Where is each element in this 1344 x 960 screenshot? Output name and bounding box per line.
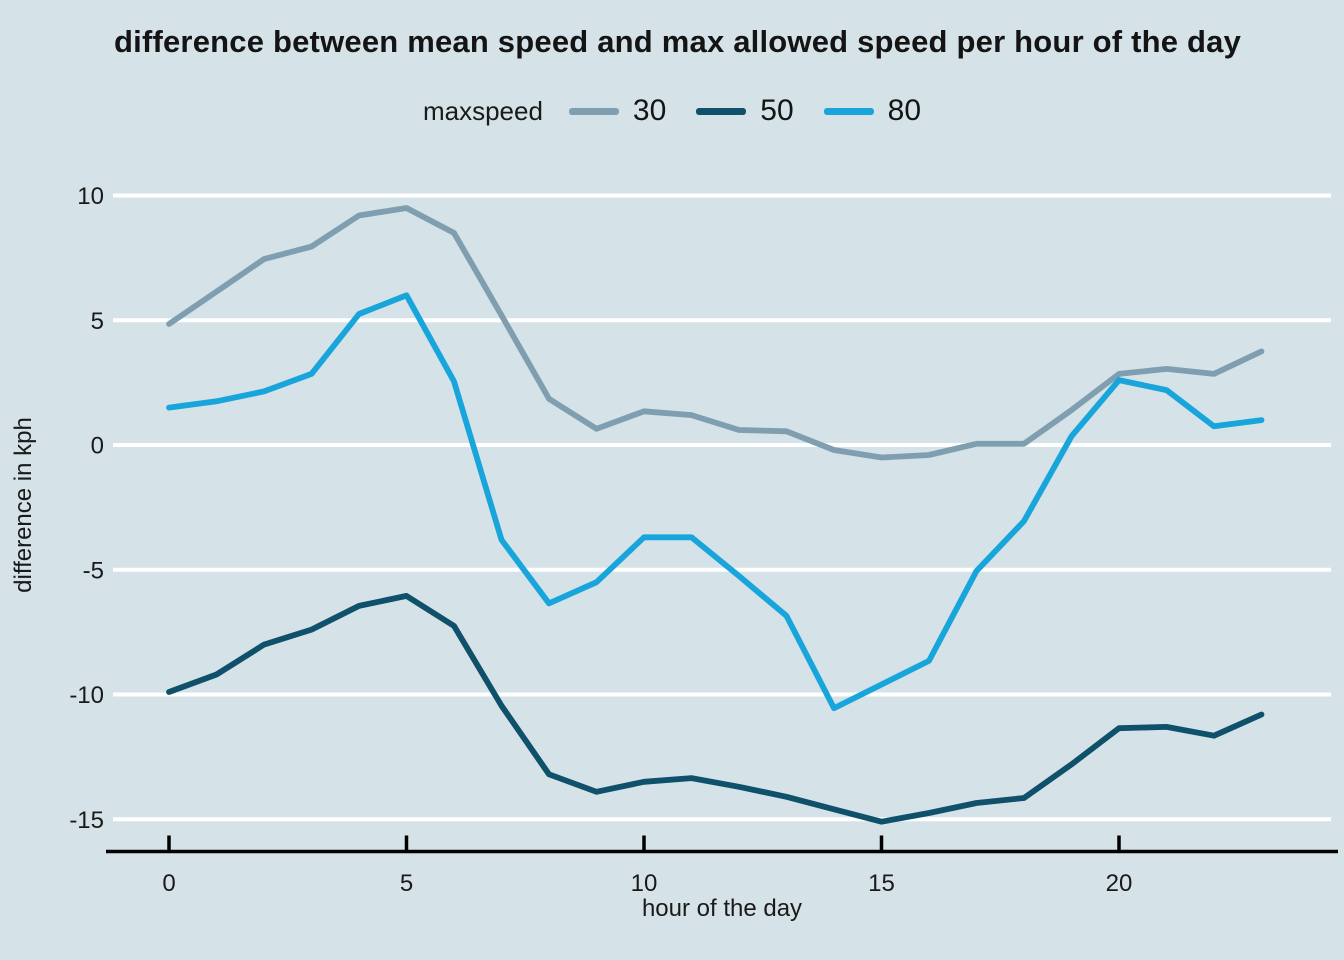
legend-swatch-30 bbox=[568, 107, 619, 115]
chart-title: difference between mean speed and max al… bbox=[114, 24, 1242, 59]
x-tick-label-15: 15 bbox=[868, 870, 895, 897]
legend-item-80: 80 bbox=[823, 94, 922, 128]
legend-label-30: 30 bbox=[632, 94, 667, 127]
legend-items: 30 50 80 bbox=[568, 94, 922, 128]
legend-label-80: 80 bbox=[887, 94, 922, 127]
legend: maxspeed 30 50 80 bbox=[0, 94, 1344, 128]
legend-item-50: 50 bbox=[696, 94, 794, 128]
y-tick-label--5: -5 bbox=[83, 557, 104, 584]
y-tick-label--10: -10 bbox=[69, 682, 104, 709]
y-axis-title: difference in kph bbox=[10, 417, 37, 593]
y-tick-label--15: -15 bbox=[69, 807, 104, 834]
legend-label-50: 50 bbox=[760, 94, 794, 127]
x-tick-label-0: 0 bbox=[162, 870, 175, 897]
legend-swatch-50 bbox=[696, 107, 747, 115]
x-tick-label-5: 5 bbox=[400, 870, 413, 897]
legend-title: maxspeed bbox=[422, 95, 543, 126]
x-axis-title: hour of the day bbox=[641, 895, 803, 922]
x-tick-label-20: 20 bbox=[1106, 870, 1133, 897]
y-tick-label-0: 0 bbox=[91, 433, 104, 460]
y-tick-label-10: 10 bbox=[77, 183, 104, 210]
x-tick-label-10: 10 bbox=[631, 870, 658, 897]
series-line-80 bbox=[166, 292, 1265, 712]
legend-item-30: 30 bbox=[568, 94, 667, 128]
y-tick-label-5: 5 bbox=[91, 308, 104, 335]
series-line-50 bbox=[166, 593, 1265, 825]
legend-swatch-80 bbox=[823, 107, 874, 115]
series-line-30 bbox=[166, 205, 1265, 461]
